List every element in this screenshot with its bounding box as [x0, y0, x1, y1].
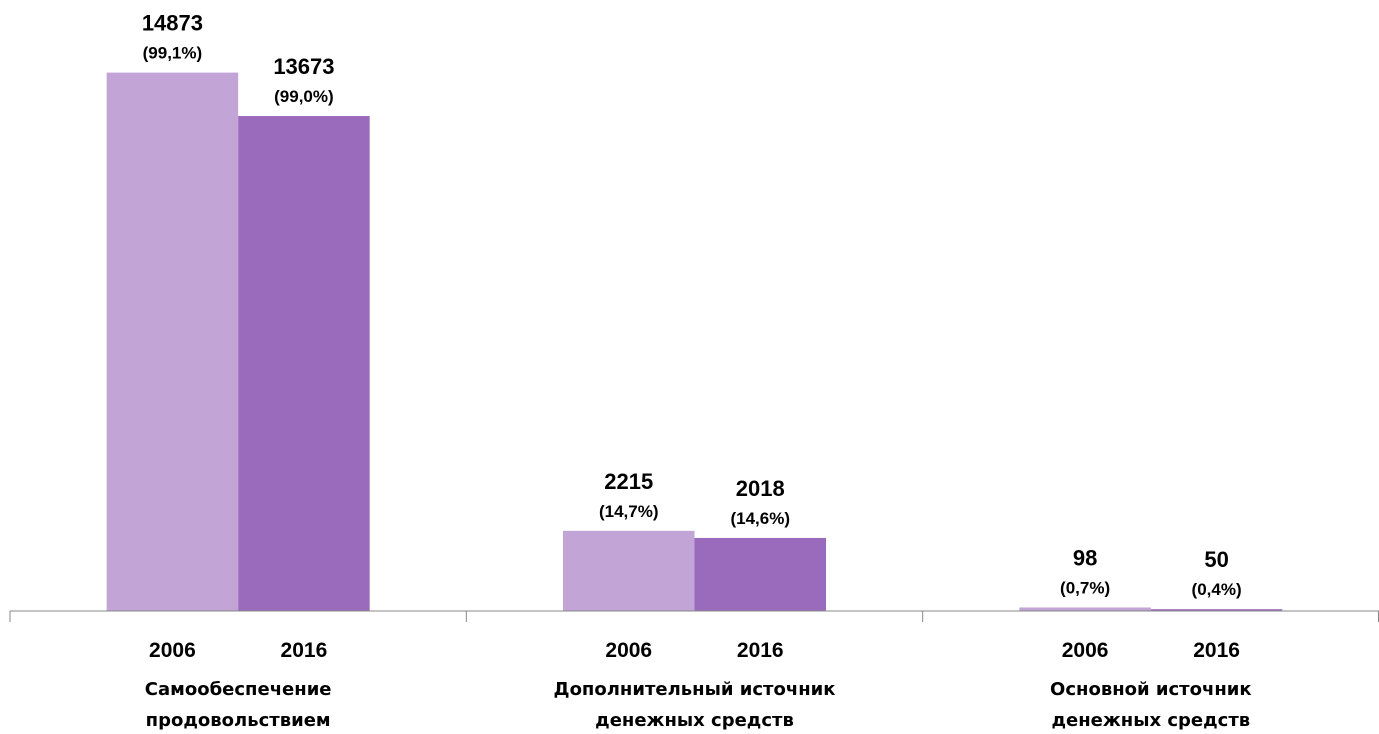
x-tick-label: 2006 [149, 639, 196, 662]
x-tick-label: 2016 [281, 639, 328, 662]
value-label: 50 [1204, 547, 1228, 572]
bar [106, 72, 239, 611]
value-label: 14873 [142, 11, 203, 36]
percent-label: (14,6%) [730, 509, 790, 528]
percent-label: (99,1%) [143, 44, 203, 63]
category-label: Основной источник денежных средств [1050, 679, 1252, 731]
value-label: 98 [1073, 545, 1097, 570]
bar [238, 116, 370, 611]
x-tick-label: 2016 [737, 639, 784, 662]
percent-label: (0,4%) [1192, 580, 1242, 599]
x-tick-label: 2016 [1193, 639, 1240, 662]
bar [563, 530, 695, 611]
bar [694, 537, 826, 611]
value-label: 13673 [273, 54, 334, 79]
percent-label: (14,7%) [599, 502, 659, 521]
value-label: 2215 [604, 469, 653, 494]
value-label: 2018 [736, 476, 785, 501]
bar [1150, 609, 1283, 611]
x-tick-label: 2006 [1062, 639, 1109, 662]
x-tick-label: 2006 [605, 639, 652, 662]
percent-label: (99,0%) [274, 87, 334, 106]
bar [1019, 607, 1151, 611]
percent-label: (0,7%) [1060, 578, 1110, 597]
category-label: Дополнительный источник денежных средств [553, 679, 836, 731]
category-label: Самообеспечение продовольствием [144, 679, 332, 731]
